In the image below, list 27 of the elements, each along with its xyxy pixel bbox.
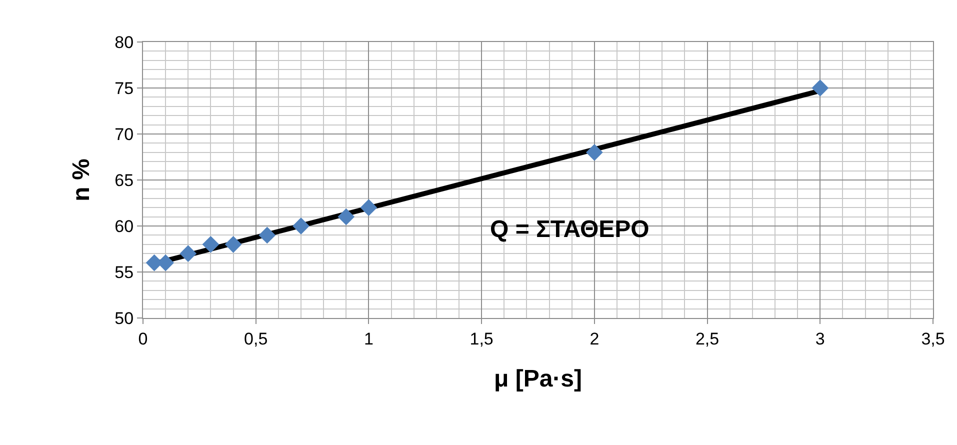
point	[224, 236, 242, 253]
point	[338, 208, 355, 226]
y-tick-label: 50	[114, 308, 134, 328]
x-tick-label: 3,5	[921, 329, 945, 348]
annotation: Q = ΣΤΑΘΕΡΟ	[490, 216, 650, 243]
x-tick-label: 2	[590, 329, 600, 348]
point	[360, 199, 378, 216]
y-tick-label: 55	[114, 262, 134, 282]
point	[202, 236, 220, 253]
y-tick-label: 60	[114, 216, 134, 236]
x-tick-label: 2,5	[695, 329, 720, 348]
x-tick-label: 3	[815, 329, 825, 348]
y-tick-label: 75	[114, 78, 134, 98]
x-tick-label: 1	[364, 329, 374, 348]
point	[180, 245, 197, 262]
point	[258, 226, 276, 244]
y-tick-label: 70	[114, 124, 134, 144]
y-tick-label: 80	[114, 32, 134, 52]
x-axis-title: μ [Pa·s]	[494, 366, 582, 393]
point	[292, 218, 310, 234]
y-axis-title: n %	[68, 158, 95, 202]
x-tick-label: 0,5	[244, 329, 268, 348]
y-tick-label: 65	[114, 170, 134, 190]
x-tick-label: 0	[138, 329, 148, 348]
point	[812, 80, 829, 96]
point	[586, 144, 603, 161]
x-tick-label: 1,5	[470, 329, 494, 348]
